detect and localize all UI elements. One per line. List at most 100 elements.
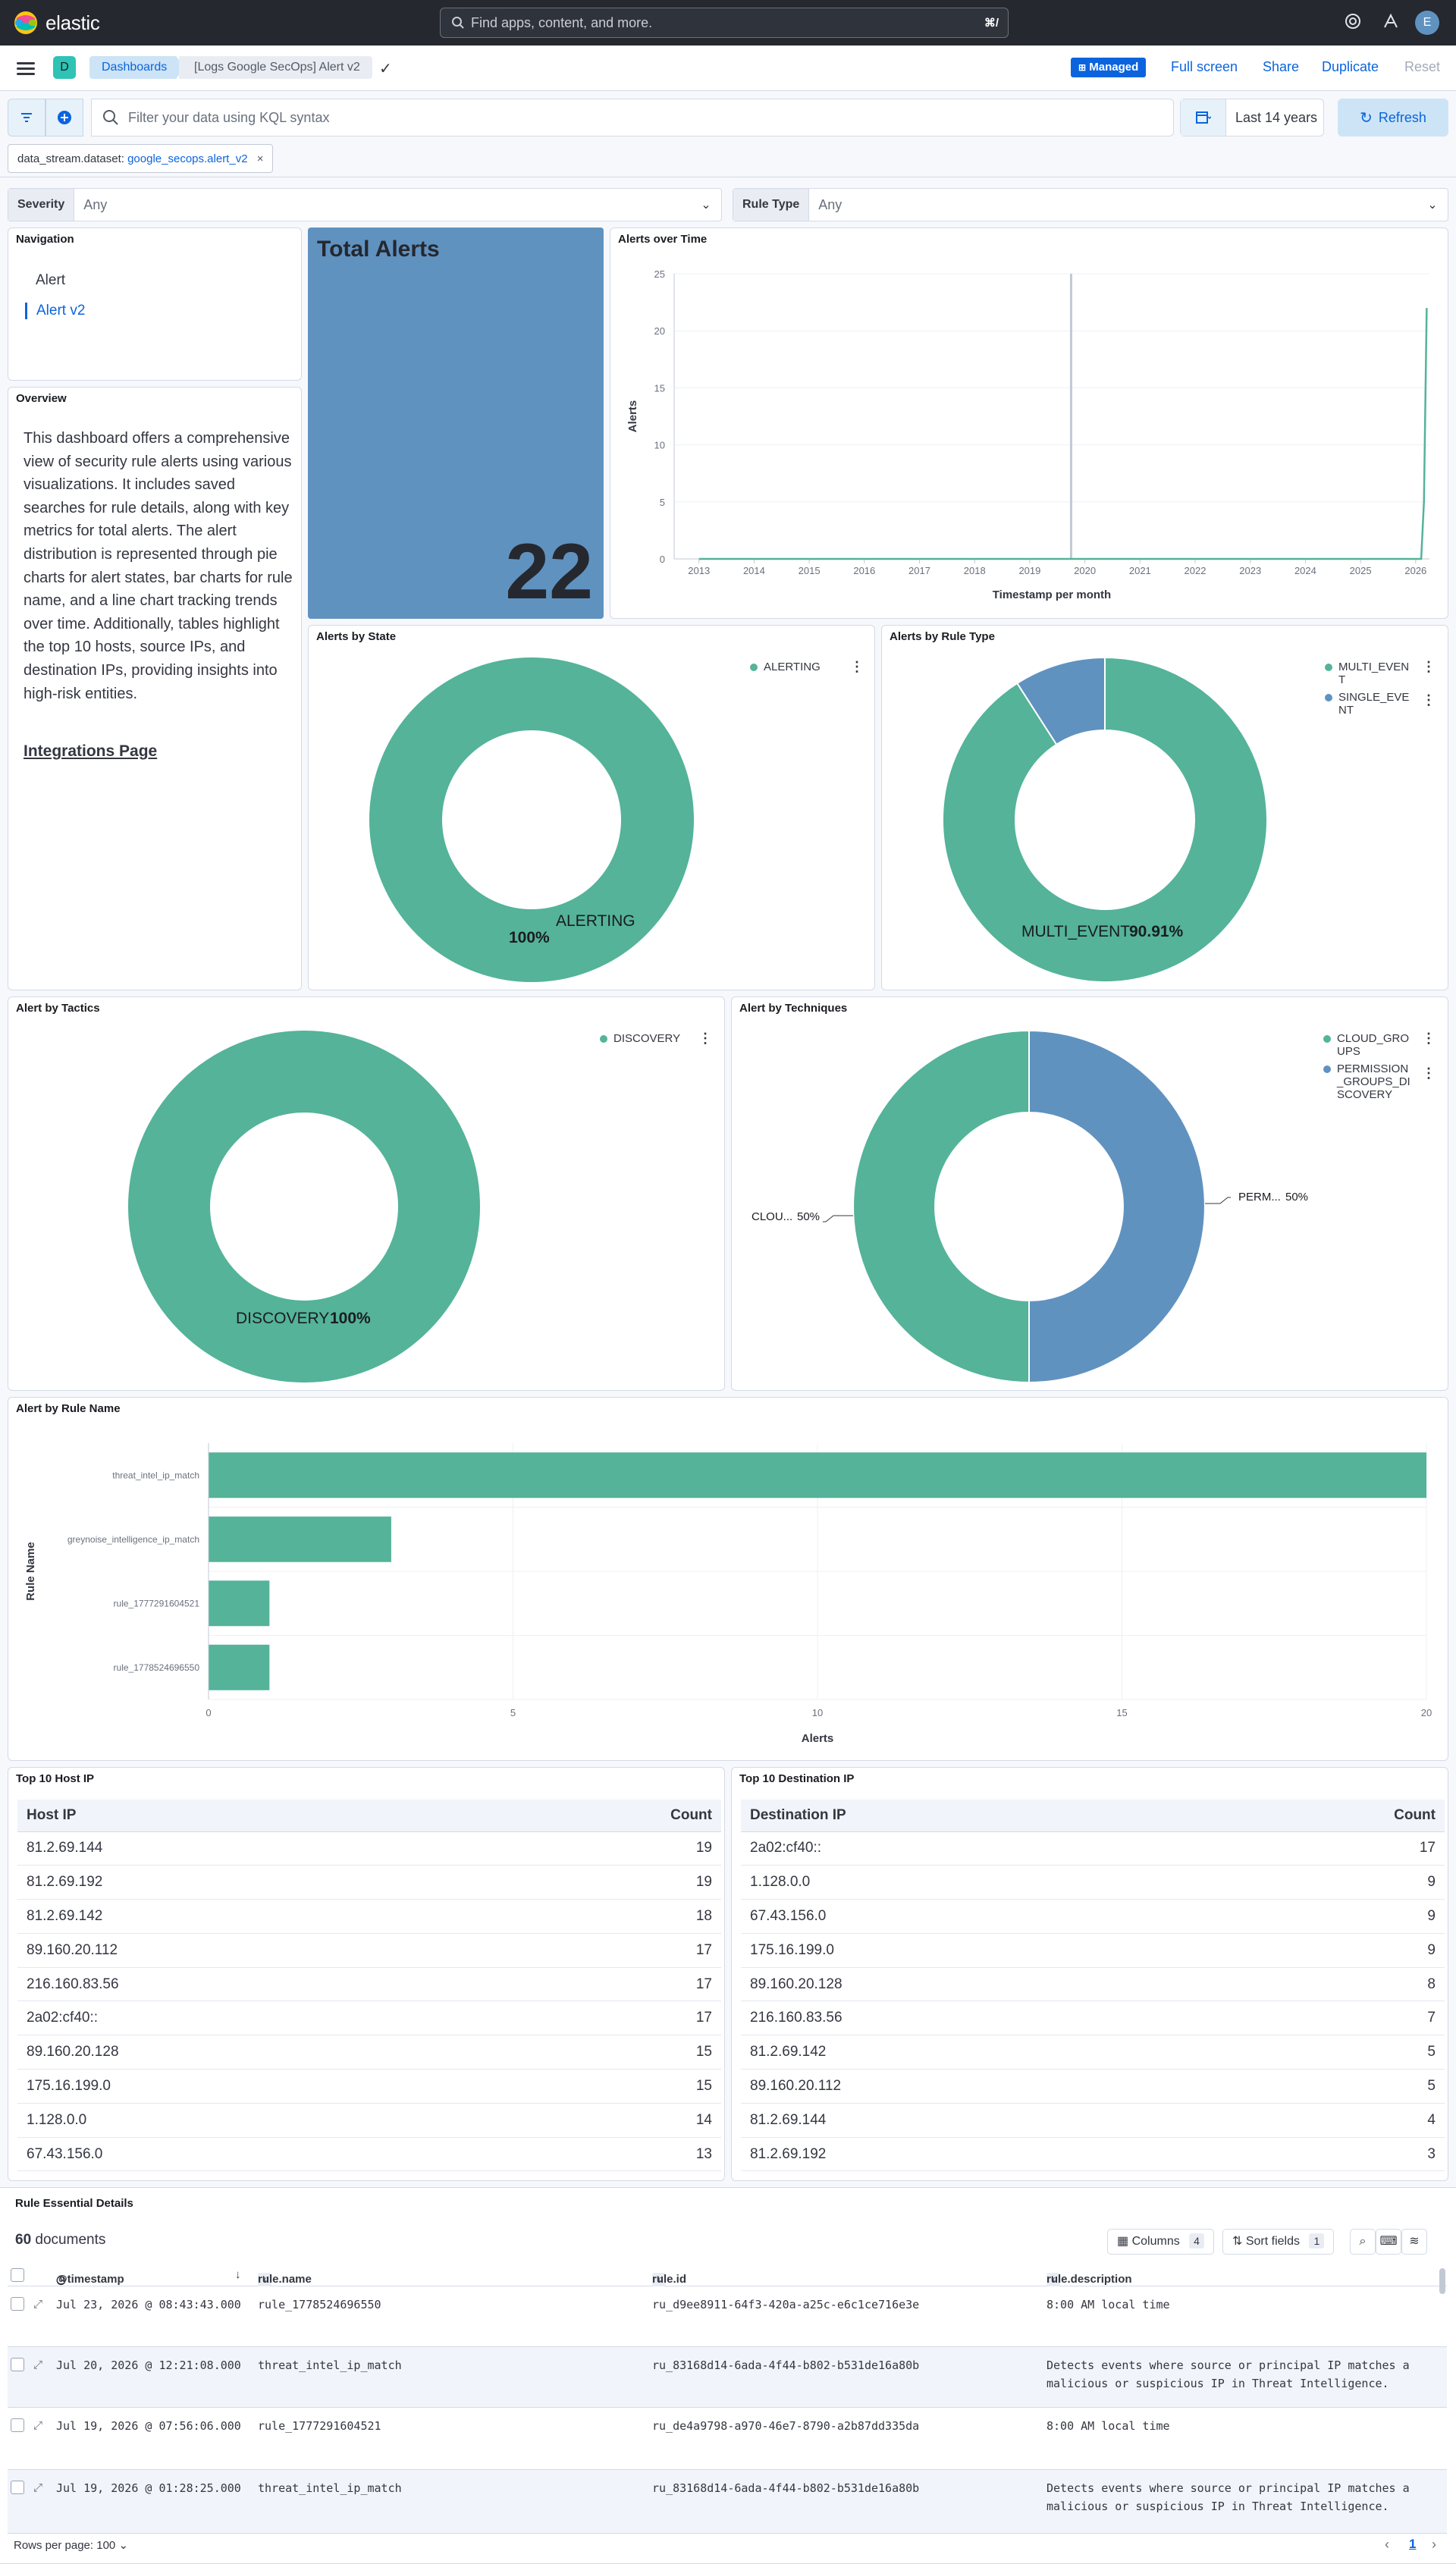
add-filter-button[interactable] — [46, 99, 83, 137]
close-icon[interactable]: × — [256, 152, 264, 165]
ip-cell[interactable]: 81.2.69.144 — [17, 1831, 474, 1866]
ip-cell[interactable]: 175.16.199.0 — [17, 2069, 474, 2104]
legend-item[interactable]: SINGLE_EVE NT — [1325, 691, 1409, 717]
check-icon[interactable]: ✓ — [379, 61, 392, 77]
ip-cell[interactable]: 89.160.20.128 — [17, 2035, 474, 2070]
ip-cell[interactable]: 81.2.69.192 — [17, 1865, 474, 1900]
ip-cell[interactable]: 1.128.0.0 — [17, 2103, 474, 2138]
count-cell[interactable]: 8 — [1203, 1967, 1445, 2002]
count-cell[interactable]: 14 — [473, 2103, 721, 2138]
menu-icon[interactable] — [17, 59, 35, 76]
legend-menu-icon[interactable]: ⋮ — [698, 1031, 712, 1046]
column-header-count[interactable]: Count — [1203, 1800, 1445, 1832]
space-badge[interactable]: D — [53, 56, 76, 79]
count-cell[interactable]: 19 — [473, 1865, 721, 1900]
rows-per-page-select[interactable]: Rows per page: 100 ⌄ — [14, 2538, 128, 2552]
row-checkbox[interactable] — [11, 2418, 24, 2432]
ip-cell[interactable]: 89.160.20.112 — [17, 1933, 474, 1968]
rule-type-control[interactable]: Rule Type Any ⌄ — [733, 188, 1448, 221]
grid-scrollbar[interactable] — [1439, 2268, 1445, 2294]
count-cell[interactable]: 17 — [1203, 1831, 1445, 1866]
chevron-down-icon[interactable]: ⌄ — [1427, 199, 1438, 212]
row-checkbox[interactable] — [11, 2481, 24, 2494]
search-icon[interactable]: ⌕ — [1350, 2229, 1376, 2255]
user-avatar[interactable]: E — [1415, 11, 1439, 35]
legend-item[interactable]: CLOUD_GRO UPS — [1323, 1032, 1409, 1058]
columns-button[interactable]: ▦ Columns 4 — [1107, 2229, 1214, 2255]
legend-menu-icon[interactable]: ⋮ — [1422, 1065, 1436, 1081]
date-picker[interactable]: Last 14 years — [1180, 99, 1324, 137]
count-cell[interactable]: 4 — [1203, 2103, 1445, 2138]
column-header-count[interactable]: Count — [473, 1800, 721, 1832]
ip-cell[interactable]: 2a02:cf40:: — [17, 2001, 474, 2036]
ip-cell[interactable]: 216.160.83.56 — [741, 2001, 1203, 2036]
select-all-checkbox[interactable] — [11, 2268, 24, 2282]
nav-link-alert-v2[interactable]: Alert v2 — [25, 303, 85, 319]
ip-cell[interactable]: 67.43.156.0 — [741, 1899, 1203, 1934]
count-cell[interactable]: 15 — [473, 2035, 721, 2070]
row-checkbox[interactable] — [11, 2297, 24, 2311]
grid-row[interactable]: ⤢ Jul 19, 2026 @ 01:28:25.000 threat_intel… — [8, 2470, 1447, 2534]
grid-row[interactable]: ⤢ Jul 20, 2026 @ 12:21:08.000 threat_intel… — [8, 2347, 1447, 2408]
legend-item[interactable]: PERMISSION _GROUPS_DI SCOVERY — [1323, 1062, 1410, 1101]
pagination-next[interactable]: › — [1432, 2537, 1436, 2552]
ip-cell[interactable]: 89.160.20.128 — [741, 1967, 1203, 2002]
ip-cell[interactable]: 81.2.69.192 — [741, 2137, 1203, 2172]
reset-button[interactable]: Reset — [1404, 59, 1441, 74]
full-screen-button[interactable]: Full screen — [1171, 59, 1238, 74]
ip-cell[interactable]: 1.128.0.0 — [741, 1865, 1203, 1900]
count-cell[interactable]: 13 — [473, 2137, 721, 2172]
display-settings-icon[interactable]: ≋ — [1401, 2229, 1427, 2255]
sort-fields-button[interactable]: ⇅ Sort fields 1 — [1222, 2229, 1335, 2255]
count-cell[interactable]: 17 — [473, 1933, 721, 1968]
count-cell[interactable]: 3 — [1203, 2137, 1445, 2172]
expand-icon[interactable]: ⤢ — [33, 2481, 43, 2494]
expand-icon[interactable]: ⤢ — [33, 2358, 43, 2371]
ip-cell[interactable]: 89.160.20.112 — [741, 2069, 1203, 2104]
row-checkbox[interactable] — [11, 2358, 24, 2371]
global-search-input[interactable]: Find apps, content, and more. ⌘/ — [440, 8, 1009, 38]
count-cell[interactable]: 19 — [473, 1831, 721, 1866]
column-header-destination-ip[interactable]: Destination IP — [741, 1800, 1203, 1832]
filter-menu-button[interactable] — [8, 99, 46, 137]
count-cell[interactable]: 9 — [1203, 1865, 1445, 1900]
expand-icon[interactable]: ⤢ — [33, 2297, 43, 2311]
ip-cell[interactable]: 81.2.69.142 — [17, 1899, 474, 1934]
count-cell[interactable]: 7 — [1203, 2001, 1445, 2036]
grid-row[interactable]: ⤢ Jul 19, 2026 @ 07:56:06.000 rule_1777291… — [8, 2408, 1447, 2470]
count-cell[interactable]: 17 — [473, 1967, 721, 2002]
nav-link-alert[interactable]: Alert — [36, 272, 66, 288]
column-header-host-ip[interactable]: Host IP — [17, 1800, 474, 1832]
duplicate-button[interactable]: Duplicate — [1322, 59, 1379, 74]
calendar-icon[interactable] — [1181, 99, 1226, 136]
expand-icon[interactable]: ⤢ — [33, 2418, 43, 2432]
count-cell[interactable]: 5 — [1203, 2035, 1445, 2070]
ip-cell[interactable]: 81.2.69.142 — [741, 2035, 1203, 2070]
legend-menu-icon[interactable]: ⋮ — [850, 659, 864, 674]
count-cell[interactable]: 18 — [473, 1899, 721, 1934]
pagination-page[interactable]: 1 — [1409, 2537, 1417, 2551]
ip-cell[interactable]: 2a02:cf40:: — [741, 1831, 1203, 1866]
elastic-logo[interactable]: elastic — [14, 11, 100, 35]
pagination-prev[interactable]: ‹ — [1385, 2537, 1389, 2552]
legend-menu-icon[interactable]: ⋮ — [1422, 692, 1436, 708]
filter-pill[interactable]: data_stream.dataset: google_secops.alert… — [8, 144, 274, 173]
count-cell[interactable]: 15 — [473, 2069, 721, 2104]
count-cell[interactable]: 9 — [1203, 1933, 1445, 1968]
legend-item[interactable]: MULTI_EVEN T — [1325, 661, 1409, 686]
ip-cell[interactable]: 175.16.199.0 — [741, 1933, 1203, 1968]
legend-menu-icon[interactable]: ⋮ — [1422, 1031, 1436, 1046]
grid-row[interactable]: ⤢ Jul 23, 2026 @ 08:43:43.000 rule_1778524… — [8, 2286, 1447, 2347]
refresh-button[interactable]: ↻ Refresh — [1338, 99, 1448, 137]
news-feed-icon[interactable] — [1380, 12, 1401, 33]
legend-item[interactable]: DISCOVERY — [600, 1032, 680, 1045]
count-cell[interactable]: 9 — [1203, 1899, 1445, 1934]
legend-menu-icon[interactable]: ⋮ — [1422, 659, 1436, 674]
ip-cell[interactable]: 67.43.156.0 — [17, 2137, 474, 2172]
integrations-link[interactable]: Integrations Page — [24, 742, 158, 760]
sort-arrow-icon[interactable]: ↓ — [235, 2268, 241, 2281]
share-button[interactable]: Share — [1263, 59, 1300, 74]
count-cell[interactable]: 17 — [473, 2001, 721, 2036]
severity-control[interactable]: Severity Any ⌄ — [8, 188, 722, 221]
count-cell[interactable]: 5 — [1203, 2069, 1445, 2104]
